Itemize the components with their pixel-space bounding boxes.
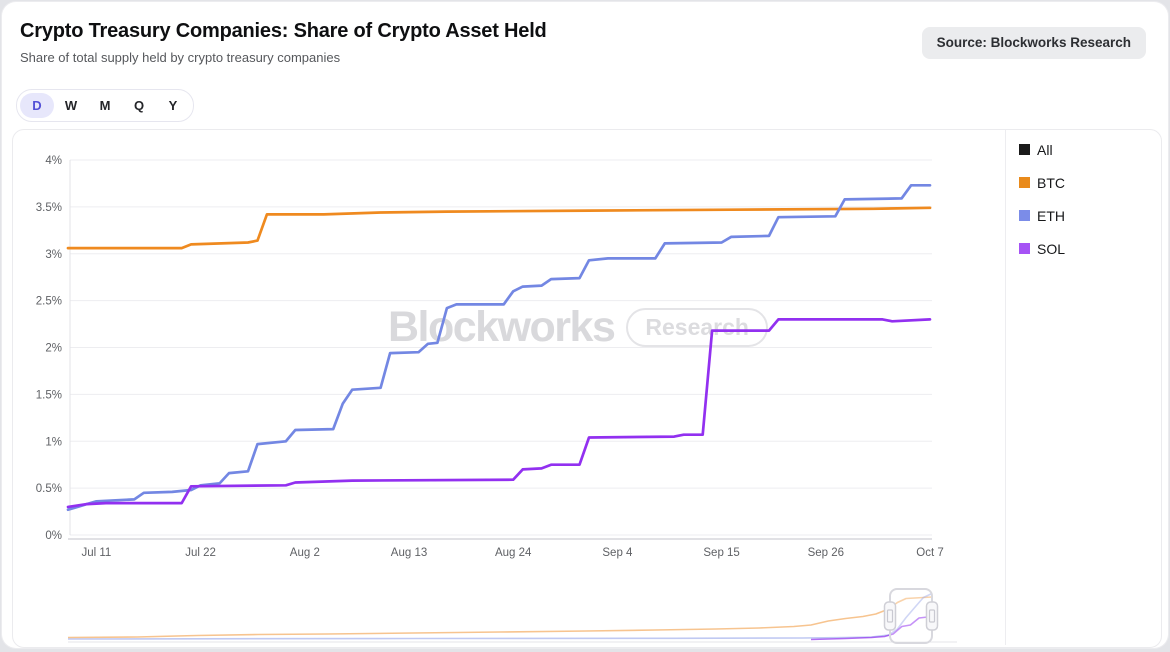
x-tick-label: Aug 2	[290, 547, 320, 559]
navigator-left-handle-grip	[886, 609, 894, 623]
legend-swatch-all	[1019, 144, 1030, 155]
range-button-m[interactable]: M	[88, 93, 122, 118]
y-tick-label: 0.5%	[36, 483, 62, 495]
x-tick-label: Aug 13	[391, 547, 427, 559]
legend-label-all: All	[1037, 141, 1053, 158]
series-line-sol[interactable]	[66, 318, 932, 509]
range-button-q[interactable]: Q	[122, 93, 156, 118]
watermark-brand-text: Blockworks	[388, 303, 616, 351]
x-tick-label: Oct 7	[916, 547, 943, 559]
source-badge: Source: Blockworks Research	[921, 27, 1146, 59]
navigator-right-handle-grip	[928, 609, 936, 623]
legend-label-btc: BTC	[1037, 174, 1065, 191]
legend-item-btc[interactable]: BTC	[1019, 172, 1065, 193]
navigator-selection[interactable]	[889, 588, 933, 644]
legend-swatch-btc	[1019, 177, 1030, 188]
x-tick-label: Sep 15	[703, 547, 739, 559]
legend-divider	[1005, 130, 1006, 645]
y-tick-label: 3%	[45, 249, 62, 261]
y-tick-label: 3.5%	[36, 202, 62, 214]
navigator-line-eth	[67, 592, 933, 640]
x-tick-label: Sep 26	[808, 547, 844, 559]
legend-item-eth[interactable]: ETH	[1019, 205, 1065, 226]
navigator-right-handle[interactable]	[925, 601, 939, 631]
legend-label-sol: SOL	[1037, 240, 1066, 257]
chart-legend: All BTC ETH SOL	[1019, 139, 1065, 259]
range-button-w[interactable]: W	[54, 93, 88, 118]
legend-item-all[interactable]: All	[1019, 139, 1065, 160]
page-title: Crypto Treasury Companies: Share of Cryp…	[20, 20, 547, 42]
series-line-btc[interactable]	[66, 206, 932, 250]
chart-panel	[12, 129, 1162, 648]
navigator-line-sol	[810, 613, 933, 641]
watermark-research-pill: Research	[626, 308, 768, 347]
y-tick-label: 2.5%	[36, 296, 62, 308]
x-tick-label: Aug 24	[495, 547, 532, 559]
range-button-d[interactable]: D	[20, 93, 54, 118]
series-line-eth[interactable]	[66, 183, 932, 512]
legend-swatch-sol	[1019, 243, 1030, 254]
legend-label-eth: ETH	[1037, 207, 1065, 224]
y-tick-label: 4%	[45, 155, 62, 167]
y-tick-label: 2%	[45, 343, 62, 355]
navigator-left-handle[interactable]	[883, 601, 897, 631]
legend-item-sol[interactable]: SOL	[1019, 238, 1065, 259]
range-toggle: D W M Q Y	[16, 89, 194, 122]
watermark: Blockworks Research	[388, 303, 768, 352]
y-tick-label: 0%	[45, 530, 62, 542]
x-tick-label: Jul 22	[185, 547, 216, 559]
page-subtitle: Share of total supply held by crypto tre…	[20, 50, 341, 65]
range-button-y[interactable]: Y	[156, 93, 190, 118]
y-tick-label: 1.5%	[36, 389, 62, 401]
x-tick-label: Sep 4	[602, 547, 633, 559]
y-tick-label: 1%	[45, 436, 62, 448]
x-tick-label: Jul 11	[81, 547, 111, 559]
navigator-line-btc	[67, 596, 933, 639]
legend-swatch-eth	[1019, 210, 1030, 221]
